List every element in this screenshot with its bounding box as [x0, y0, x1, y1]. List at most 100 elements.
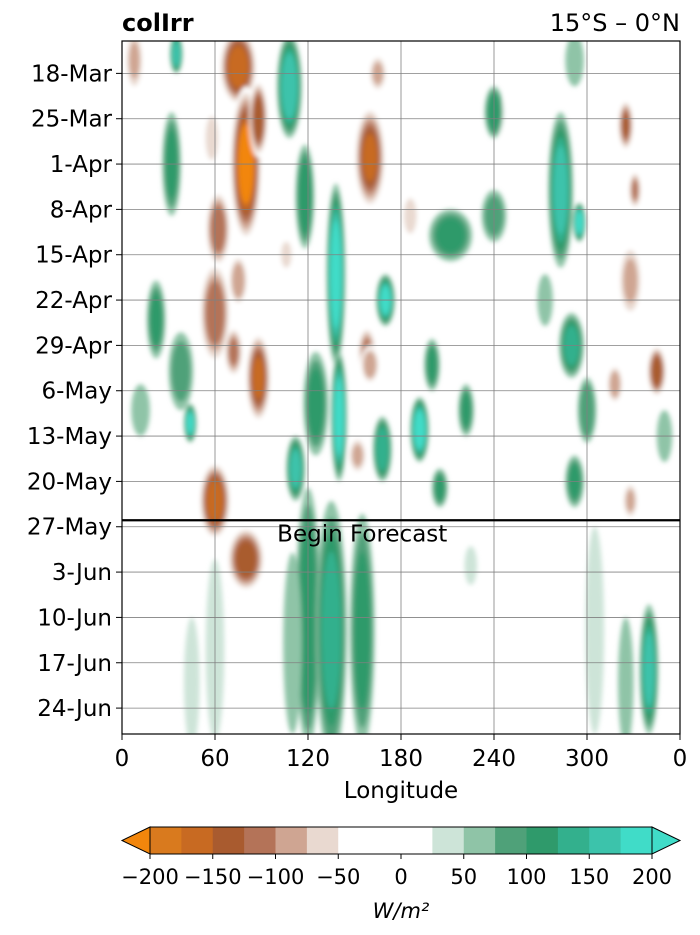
colorbar-label: W/m²	[373, 899, 430, 923]
y-tick-label: 20-May	[27, 469, 112, 495]
x-tick-label: 0	[673, 746, 688, 772]
anomaly-contour	[362, 133, 378, 182]
anomaly-contour	[205, 116, 219, 160]
colorbar-swatch	[463, 827, 496, 854]
colorbar-tick-label: 50	[450, 865, 477, 889]
colorbar-swatch	[557, 827, 590, 854]
y-axis-ticks: 18-Mar 25-Mar 1-Apr 8-Apr 15-Apr 22-Apr 29-Apr…	[27, 61, 122, 722]
anomaly-contour	[355, 570, 369, 691]
x-axis-label: Longitude	[344, 778, 458, 804]
y-tick-label: 27-May	[27, 515, 112, 541]
x-tick-label: 120	[286, 746, 330, 772]
colorbar-tick-label: 200	[632, 865, 672, 889]
y-tick-label: 10-Jun	[37, 605, 112, 631]
anomaly-contour	[309, 377, 323, 431]
colorbar-swatch	[150, 827, 182, 854]
x-tick-label: 0	[115, 746, 130, 772]
x-tick-label: 180	[379, 746, 423, 772]
y-tick-label: 18-Mar	[31, 61, 113, 87]
anomaly-contour	[151, 299, 161, 340]
colorbar: −200 −150 −100 −50 0 50 100 150 200 W/m²	[120, 826, 682, 923]
y-tick-label: 25-Mar	[31, 107, 113, 133]
anomaly-contour	[184, 617, 200, 734]
anomaly-contour	[323, 568, 339, 693]
colorbar-tick-label: −100	[247, 865, 305, 889]
anomaly-contour	[283, 63, 295, 110]
x-tick-label: 300	[565, 746, 609, 772]
colorbar-swatch	[338, 827, 371, 854]
y-tick-label: 15-Apr	[35, 243, 112, 269]
anomaly-contour	[233, 267, 244, 294]
anomaly-contour	[439, 222, 462, 249]
anomaly-contour	[576, 213, 582, 231]
anomaly-contour	[212, 210, 225, 248]
colorbar-swatch	[432, 827, 465, 854]
colorbar-swatch	[495, 827, 527, 854]
anomaly-contour	[335, 388, 343, 445]
colorbar-extend-high	[651, 826, 682, 855]
colorbar-tick-label: −150	[184, 865, 242, 889]
y-tick-label: 3-Jun	[52, 560, 112, 586]
anomaly-contour	[631, 180, 639, 200]
anomaly-contour	[554, 154, 567, 226]
anomaly-contour	[464, 546, 477, 585]
anomaly-contour	[331, 235, 340, 314]
anomaly-contour	[404, 198, 417, 234]
anomaly-contour	[287, 591, 298, 695]
anomaly-contour	[568, 42, 581, 78]
colorbar-swatch	[275, 827, 308, 854]
anomaly-contour	[173, 349, 188, 394]
colorbar-swatch	[620, 827, 653, 854]
anomaly-contour	[610, 374, 619, 395]
y-tick-label: 24-Jun	[37, 696, 112, 722]
forecast-label: Begin Forecast	[277, 521, 447, 547]
anomaly-contour	[428, 351, 436, 379]
y-tick-label: 13-May	[27, 424, 112, 450]
anomaly-contour	[187, 414, 193, 432]
anomaly-contour	[622, 112, 630, 138]
anomaly-contour	[415, 415, 424, 444]
anomaly-contour	[230, 49, 247, 85]
anomaly-contour	[129, 42, 140, 79]
anomaly-contour	[352, 444, 363, 467]
colorbar-swatches	[120, 826, 682, 855]
colorbar-tick-label: 100	[506, 865, 546, 889]
y-tick-label: 17-Jun	[37, 651, 112, 677]
anomaly-contour	[652, 359, 662, 384]
forecast-marker: Begin Forecast	[122, 519, 680, 547]
anomaly-contour	[134, 392, 147, 428]
colorbar-tick-label: −200	[121, 865, 179, 889]
colorbar-swatch	[181, 827, 214, 854]
colorbar-tick-label: −50	[316, 865, 360, 889]
chart-header: colIrr 15°S – 0°N	[122, 9, 680, 37]
y-tick-label: 22-Apr	[35, 288, 112, 314]
anomaly-contour	[291, 453, 300, 484]
x-axis-ticks: 0 60 120 180 240 300 0	[115, 734, 688, 772]
x-tick-label: 60	[200, 746, 229, 772]
colorbar-swatch	[589, 827, 622, 854]
colorbar-ticks: −200 −150 −100 −50 0 50 100 150 200	[121, 854, 672, 889]
plot-area: Begin Forecast 0 60 120 180 240 300 0 18-Mar 25…	[27, 40, 688, 804]
y-tick-label: 29-Apr	[35, 333, 112, 359]
x-tick-label: 240	[472, 746, 516, 772]
anomaly-contour	[378, 434, 387, 464]
anomaly-contour	[623, 258, 638, 303]
colorbar-swatch	[369, 827, 433, 854]
colorbar-swatch	[526, 827, 559, 854]
anomaly-contour	[435, 477, 444, 498]
anomaly-contour	[228, 338, 239, 366]
chart-title-right: 15°S – 0°N	[550, 9, 680, 37]
anomaly-contour	[173, 45, 179, 63]
colorbar-tick-label: 150	[569, 865, 609, 889]
colorbar-tick-label: 0	[394, 865, 407, 889]
colorbar-swatch	[244, 827, 276, 854]
chart-title-left: colIrr	[122, 9, 194, 37]
anomaly-contour	[237, 544, 255, 574]
y-tick-label: 1-Apr	[50, 152, 113, 178]
y-tick-label: 6-May	[42, 379, 112, 405]
anomaly-contour	[300, 171, 310, 222]
anomaly-contour	[462, 396, 471, 424]
y-tick-label: 8-Apr	[50, 197, 113, 223]
anomaly-contour	[365, 354, 375, 375]
